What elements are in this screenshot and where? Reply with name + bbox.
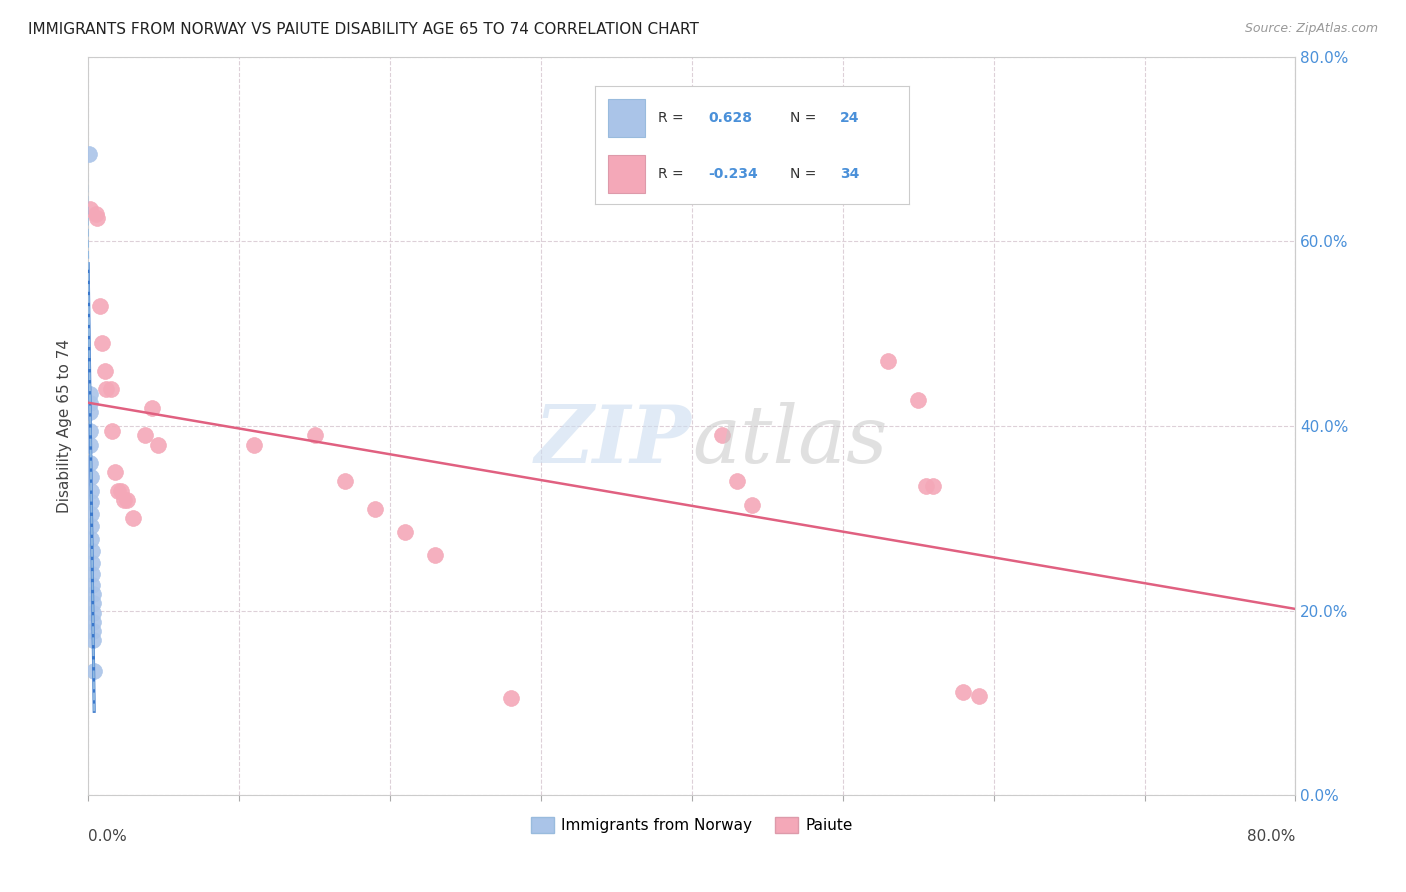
Point: [80, 483, 103, 498]
Point: [117, 492, 139, 507]
Point: [112, 492, 135, 507]
Point: [952, 685, 974, 699]
Point: [79, 424, 101, 438]
Point: [90, 335, 112, 350]
Point: [80, 507, 103, 521]
Point: [107, 483, 129, 498]
Text: 80.0%: 80.0%: [1247, 829, 1295, 844]
Point: [101, 424, 124, 438]
Point: [79, 396, 101, 410]
Point: [141, 401, 163, 415]
Point: [82, 587, 104, 601]
Point: [967, 689, 990, 703]
Text: Source: ZipAtlas.com: Source: ZipAtlas.com: [1244, 22, 1378, 36]
Point: [79, 202, 101, 216]
Point: [394, 525, 416, 540]
Point: [741, 498, 763, 512]
Point: [84, 207, 107, 221]
Text: ZIP: ZIP: [534, 402, 692, 480]
Point: [83, 664, 105, 678]
Point: [82, 615, 104, 629]
Point: [80, 543, 103, 558]
Point: [82, 624, 104, 638]
Point: [914, 479, 936, 493]
Text: IMMIGRANTS FROM NORWAY VS PAIUTE DISABILITY AGE 65 TO 74 CORRELATION CHART: IMMIGRANTS FROM NORWAY VS PAIUTE DISABIL…: [28, 22, 699, 37]
Point: [725, 475, 748, 489]
Point: [499, 691, 522, 706]
Point: [80, 532, 103, 546]
Point: [100, 382, 122, 396]
Point: [304, 428, 326, 442]
Legend: Immigrants from Norway, Paiute: Immigrants from Norway, Paiute: [524, 812, 859, 839]
Point: [146, 437, 169, 451]
Point: [80, 470, 103, 484]
Point: [79, 405, 101, 419]
Point: [82, 596, 104, 610]
Point: [243, 437, 266, 451]
Point: [94, 364, 117, 378]
Point: [82, 566, 104, 581]
Point: [79, 386, 101, 401]
Point: [96, 382, 118, 396]
Text: 0.0%: 0.0%: [89, 829, 127, 844]
Point: [80, 518, 103, 533]
Point: [80, 495, 103, 509]
Point: [79, 146, 101, 161]
Point: [110, 483, 132, 498]
Point: [364, 502, 387, 516]
Point: [79, 456, 101, 470]
Point: [82, 578, 104, 592]
Point: [79, 437, 101, 451]
Point: [82, 633, 104, 648]
Point: [333, 475, 356, 489]
Point: [86, 211, 108, 226]
Point: [922, 479, 945, 493]
Point: [907, 393, 929, 408]
Point: [877, 354, 900, 368]
Point: [80, 556, 103, 570]
Point: [134, 428, 156, 442]
Point: [711, 428, 734, 442]
Text: atlas: atlas: [692, 402, 887, 480]
Point: [122, 511, 145, 525]
Point: [82, 606, 104, 620]
Point: [425, 549, 447, 563]
Y-axis label: Disability Age 65 to 74: Disability Age 65 to 74: [58, 339, 72, 513]
Point: [104, 465, 127, 479]
Point: [89, 299, 111, 313]
